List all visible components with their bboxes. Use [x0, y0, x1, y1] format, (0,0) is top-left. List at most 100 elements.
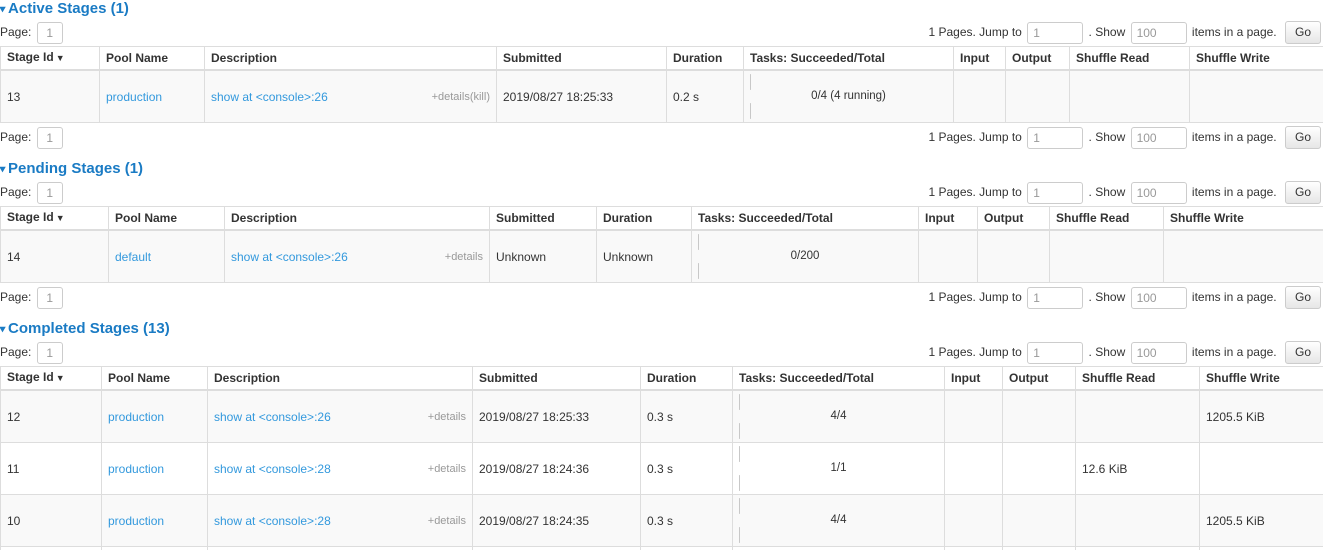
page-number-input[interactable]: 1: [36, 126, 63, 149]
section-header-active-stages[interactable]: ▾ Active Stages (1): [0, 0, 1323, 18]
cell-duration: 0.3 s: [640, 442, 733, 495]
cell-submitted: Unknown: [489, 229, 597, 283]
col-description[interactable]: Description: [224, 206, 490, 231]
col-shuffle-read[interactable]: Shuffle Read: [1075, 366, 1200, 391]
duration-value: Unknown: [603, 249, 654, 264]
kill-link[interactable]: (kill): [469, 90, 490, 103]
col-shuffle-write[interactable]: Shuffle Write: [1189, 46, 1323, 71]
cell-duration: 0.3 s: [640, 389, 733, 443]
pages-count-label: 1 Pages. Jump to: [928, 345, 1022, 359]
pool-name-link[interactable]: production: [108, 461, 165, 476]
cell-output: [977, 229, 1050, 283]
col-output[interactable]: Output: [1005, 46, 1070, 71]
task-progress-bar: 4/4: [739, 394, 938, 439]
col-shuffle-read[interactable]: Shuffle Read: [1049, 206, 1164, 231]
details-toggle[interactable]: +details: [427, 514, 466, 527]
page-number-input[interactable]: 1: [36, 21, 63, 44]
cell-pool-name: production: [101, 389, 208, 443]
col-duration[interactable]: Duration: [596, 206, 692, 231]
pagination-left: Page: 1: [0, 123, 65, 151]
pool-name-link[interactable]: production: [108, 409, 165, 424]
pool-name-link[interactable]: production: [106, 89, 163, 104]
jump-to-input[interactable]: 1: [1027, 181, 1084, 204]
cell-description: +details show at <console>:26: [224, 229, 490, 283]
description-link[interactable]: show at <console>:26: [214, 409, 331, 424]
page-number-input[interactable]: 1: [36, 341, 63, 364]
details-toggle[interactable]: +details: [427, 462, 466, 475]
col-duration[interactable]: Duration: [666, 46, 744, 71]
col-pool-name[interactable]: Pool Name: [101, 366, 208, 391]
pages-count-label: 1 Pages. Jump to: [928, 25, 1022, 39]
col-input[interactable]: Input: [953, 46, 1006, 71]
pool-name-link[interactable]: production: [108, 513, 165, 528]
col-shuffle-write[interactable]: Shuffle Write: [1199, 366, 1323, 391]
description-link[interactable]: show at <console>:28: [214, 461, 331, 476]
col-tasks[interactable]: Tasks: Succeeded/Total: [732, 366, 945, 391]
col-tasks[interactable]: Tasks: Succeeded/Total: [743, 46, 954, 71]
chevron-down-icon: ▾: [0, 4, 6, 15]
col-stage-id[interactable]: Stage Id ▼: [0, 206, 109, 231]
show-items-input[interactable]: 100: [1130, 286, 1187, 309]
col-description[interactable]: Description: [204, 46, 497, 71]
col-output[interactable]: Output: [1002, 366, 1076, 391]
cell-tasks: 4/4: [732, 494, 945, 547]
description-link[interactable]: show at <console>:28: [214, 513, 331, 528]
go-button[interactable]: Go: [1284, 286, 1321, 310]
section-header-completed-stages[interactable]: ▾ Completed Stages (13): [0, 320, 1323, 338]
go-button[interactable]: Go: [1284, 126, 1321, 150]
jump-to-input[interactable]: 1: [1027, 286, 1084, 309]
col-tasks[interactable]: Tasks: Succeeded/Total: [691, 206, 919, 231]
cell-shuffle-write: [1163, 229, 1323, 283]
task-progress-label: 0/4 (4 running): [811, 90, 886, 102]
cell-shuffle-write: 1205.5 KiB: [1199, 546, 1323, 550]
col-pool-name[interactable]: Pool Name: [99, 46, 205, 71]
col-duration[interactable]: Duration: [640, 366, 733, 391]
page-label: Page:: [0, 345, 32, 359]
cell-output: [1005, 69, 1070, 123]
col-shuffle-write[interactable]: Shuffle Write: [1163, 206, 1323, 231]
description-link[interactable]: show at <console>:26: [231, 249, 348, 264]
col-input[interactable]: Input: [918, 206, 978, 231]
col-stage-id[interactable]: Stage Id ▼: [0, 46, 100, 71]
details-toggle[interactable]: +details: [444, 250, 483, 263]
show-items-input[interactable]: 100: [1130, 21, 1187, 44]
pagination-right: 1 Pages. Jump to 1 . Show 100 items in a…: [928, 338, 1321, 366]
page-number-input[interactable]: 1: [36, 181, 63, 204]
col-input[interactable]: Input: [944, 366, 1003, 391]
col-output[interactable]: Output: [977, 206, 1050, 231]
cell-stage-id: 9: [0, 546, 102, 550]
active-stages-title: Active Stages (1): [8, 0, 129, 17]
cell-description: +details show at <console>:28: [207, 442, 473, 495]
go-button[interactable]: Go: [1284, 341, 1321, 365]
col-submitted[interactable]: Submitted: [489, 206, 597, 231]
shuffle-write-value: 1205.5 KiB: [1206, 513, 1265, 528]
show-items-input[interactable]: 100: [1130, 126, 1187, 149]
show-items-input[interactable]: 100: [1130, 181, 1187, 204]
task-progress-label: 4/4: [830, 410, 847, 422]
shuffle-write-value: 1205.5 KiB: [1206, 409, 1265, 424]
page-number-input[interactable]: 1: [36, 286, 63, 309]
details-toggle[interactable]: +details: [427, 410, 466, 423]
details-toggle[interactable]: +details: [431, 90, 470, 103]
col-description[interactable]: Description: [207, 366, 473, 391]
cell-stage-id: 12: [0, 389, 102, 443]
cell-input: [918, 229, 978, 283]
jump-to-input[interactable]: 1: [1027, 21, 1084, 44]
items-per-page-label: items in a page.: [1191, 185, 1277, 199]
section-header-pending-stages[interactable]: ▾ Pending Stages (1): [0, 160, 1323, 178]
pool-name-link[interactable]: default: [115, 249, 152, 264]
submitted-value: 2019/08/27 18:25:33: [479, 409, 590, 424]
col-submitted[interactable]: Submitted: [496, 46, 667, 71]
col-submitted[interactable]: Submitted: [472, 366, 641, 391]
pagination-left: Page: 1: [0, 178, 65, 206]
go-button[interactable]: Go: [1284, 21, 1321, 45]
jump-to-input[interactable]: 1: [1027, 126, 1084, 149]
cell-shuffle-write: [1199, 442, 1323, 495]
jump-to-input[interactable]: 1: [1027, 341, 1084, 364]
go-button[interactable]: Go: [1284, 181, 1321, 205]
col-stage-id[interactable]: Stage Id ▼: [0, 366, 102, 391]
show-items-input[interactable]: 100: [1130, 341, 1187, 364]
col-pool-name[interactable]: Pool Name: [108, 206, 225, 231]
col-shuffle-read[interactable]: Shuffle Read: [1069, 46, 1190, 71]
description-link[interactable]: show at <console>:26: [211, 89, 328, 104]
